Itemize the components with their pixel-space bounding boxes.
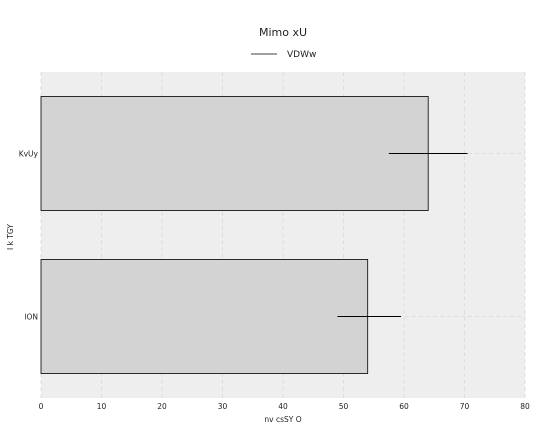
y-axis-categories: KvUy lON [19, 150, 39, 322]
x-tick-label: 40 [278, 402, 288, 411]
x-axis-ticks: 0 10 20 30 40 50 60 70 80 [39, 402, 530, 411]
x-tick-label: 80 [520, 402, 530, 411]
x-tick-label: 10 [97, 402, 107, 411]
x-tick-label: 60 [399, 402, 409, 411]
chart-title: Mimo xU [259, 26, 307, 39]
y-axis-label: I k TGY [6, 224, 15, 250]
x-axis-label: nv csSY O [264, 415, 301, 424]
x-tick-label: 30 [218, 402, 228, 411]
x-tick-label: 50 [339, 402, 349, 411]
y-category-label: lON [24, 313, 38, 322]
x-tick-label: 70 [460, 402, 470, 411]
y-category-label: KvUy [19, 150, 39, 159]
bar-lON [41, 259, 368, 373]
x-tick-label: 20 [157, 402, 167, 411]
x-tick-label: 0 [39, 402, 44, 411]
bar-KvUy [41, 96, 428, 210]
legend: VDWw [251, 50, 316, 60]
legend-label: VDWw [287, 50, 316, 60]
